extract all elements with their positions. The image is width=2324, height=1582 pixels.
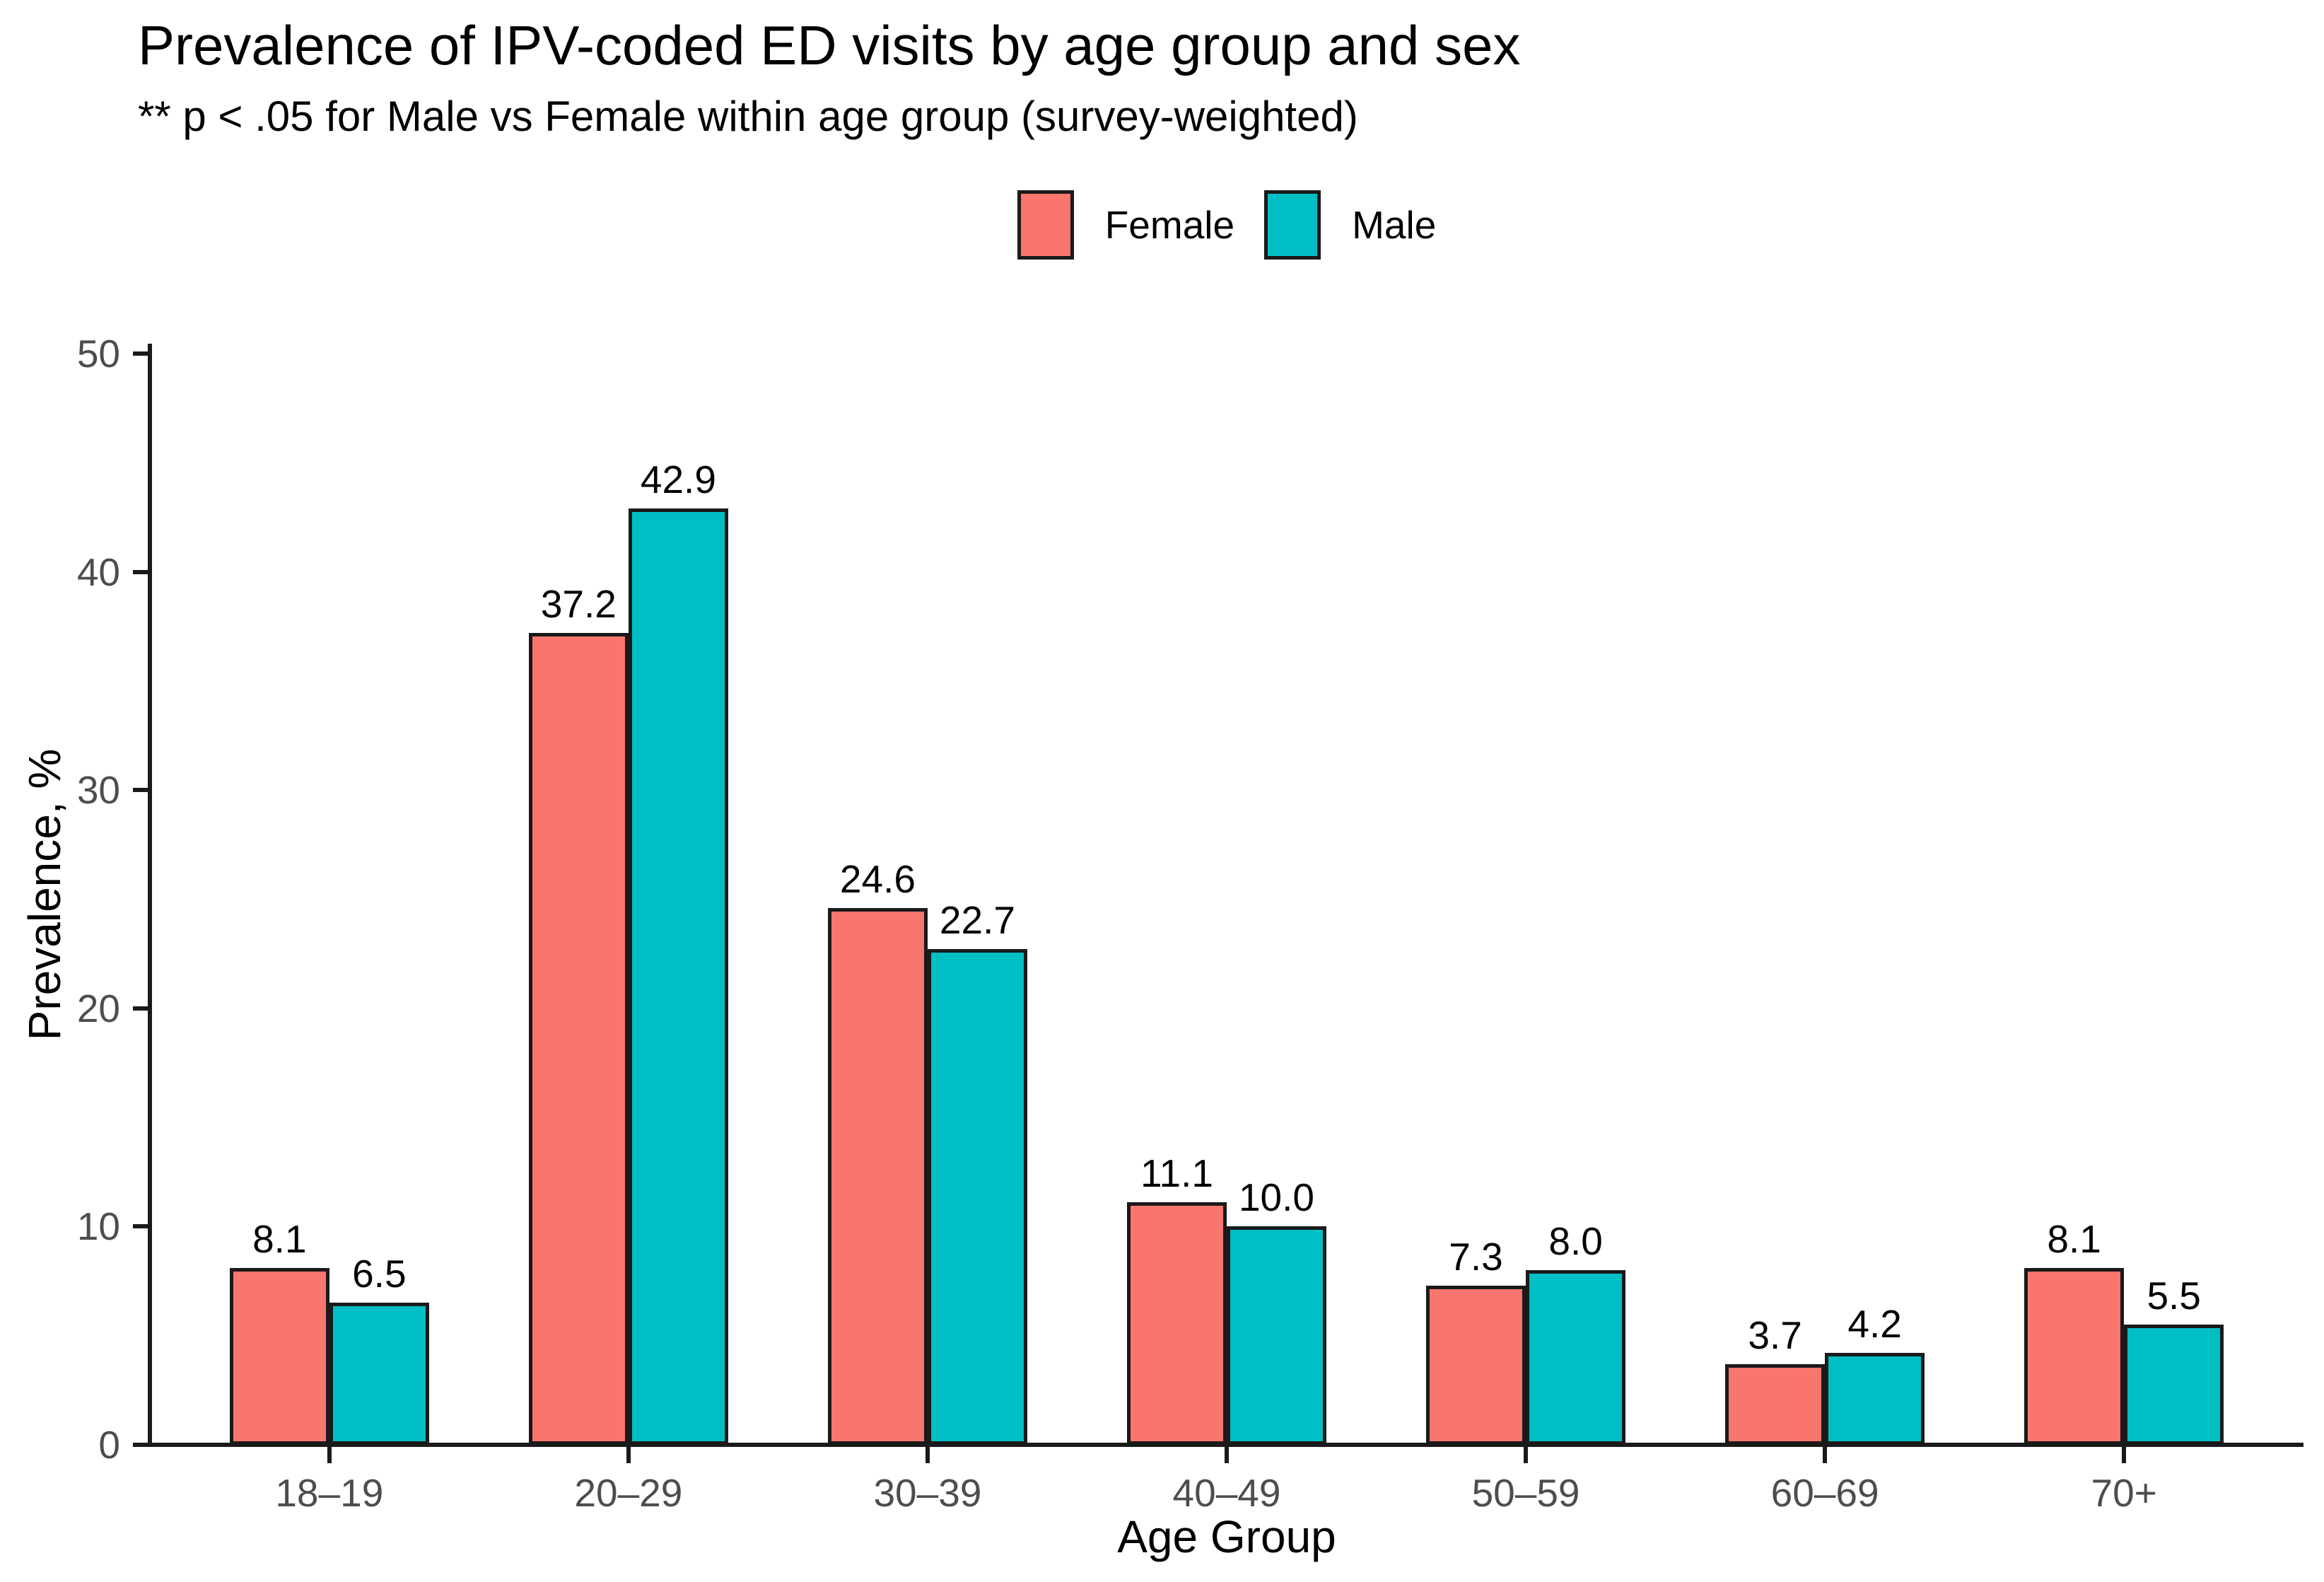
x-tick-label: 60–69 <box>1770 1471 1879 1515</box>
x-tick-mark <box>327 1445 332 1463</box>
bar-value-label: 22.7 <box>939 898 1015 943</box>
bar-value-label: 7.3 <box>1449 1234 1503 1279</box>
x-tick-label: 50–59 <box>1471 1471 1580 1515</box>
x-tick-label: 30–39 <box>873 1471 982 1515</box>
chart-title: Prevalence of IPV-coded ED visits by age… <box>138 14 1521 76</box>
x-tick-mark <box>1823 1445 1828 1463</box>
y-tick-label: 50 <box>76 332 120 376</box>
legend-label: Female <box>1104 203 1235 247</box>
y-tick-label: 10 <box>76 1204 120 1249</box>
bar-female <box>2024 1268 2125 1445</box>
x-tick-mark <box>925 1445 930 1463</box>
bar-value-label: 10.0 <box>1238 1175 1315 1220</box>
legend-item-female: Female <box>1017 190 1234 260</box>
legend-label: Male <box>1352 203 1437 247</box>
x-tick-label: 18–19 <box>275 1471 384 1515</box>
bar-female <box>827 907 928 1445</box>
legend-item-male: Male <box>1264 190 1436 260</box>
y-tick-mark <box>133 1006 150 1011</box>
bar-value-label: 42.9 <box>640 458 716 502</box>
y-tick-mark <box>133 1443 150 1447</box>
y-tick-mark <box>133 1224 150 1229</box>
legend: Female Male <box>150 188 2303 262</box>
y-tick-label: 20 <box>76 986 120 1030</box>
y-tick-mark <box>133 788 150 793</box>
y-tick-label: 0 <box>98 1423 120 1467</box>
bar-value-label: 8.0 <box>1548 1219 1603 1264</box>
bar-value-label: 5.5 <box>2147 1274 2201 1318</box>
bar-male <box>1526 1270 1626 1445</box>
bar-female <box>1725 1363 1826 1445</box>
bar-male <box>628 508 728 1445</box>
bar-value-label: 24.6 <box>839 856 916 901</box>
bar-female <box>1126 1202 1227 1445</box>
legend-swatch-female <box>1017 190 1074 260</box>
bar-value-label: 3.7 <box>1748 1313 1802 1357</box>
y-tick-label: 30 <box>76 768 120 813</box>
bar-male <box>2124 1325 2224 1445</box>
bar-value-label: 8.1 <box>2047 1217 2101 1262</box>
x-tick-label: 20–29 <box>574 1471 683 1515</box>
bar-male <box>1227 1226 1327 1445</box>
chart-subtitle: ** p < .05 for Male vs Female within age… <box>138 93 1358 140</box>
bar-value-label: 6.5 <box>352 1252 407 1296</box>
bar-female <box>528 633 629 1445</box>
bar-male <box>329 1303 429 1445</box>
bar-value-label: 8.1 <box>252 1217 307 1262</box>
bar-value-label: 11.1 <box>1140 1151 1213 1196</box>
bar-male <box>927 949 1027 1445</box>
bar-male <box>1825 1353 1925 1445</box>
bar-value-label: 37.2 <box>540 582 617 626</box>
y-tick-label: 40 <box>76 549 120 594</box>
x-tick-label: 40–49 <box>1172 1471 1281 1515</box>
bar-female <box>1426 1285 1526 1445</box>
legend-swatch-male <box>1264 190 1321 260</box>
x-tick-mark <box>1524 1445 1529 1463</box>
y-tick-mark <box>133 351 150 356</box>
x-tick-mark <box>626 1445 631 1463</box>
y-axis-line <box>148 344 152 1447</box>
bar-value-label: 4.2 <box>1847 1302 1902 1347</box>
x-tick-label: 70+ <box>2091 1471 2157 1515</box>
x-tick-mark <box>1225 1445 1229 1463</box>
y-tick-mark <box>133 569 150 574</box>
x-axis-title: Age Group <box>1117 1511 1336 1562</box>
x-tick-mark <box>2122 1445 2127 1463</box>
